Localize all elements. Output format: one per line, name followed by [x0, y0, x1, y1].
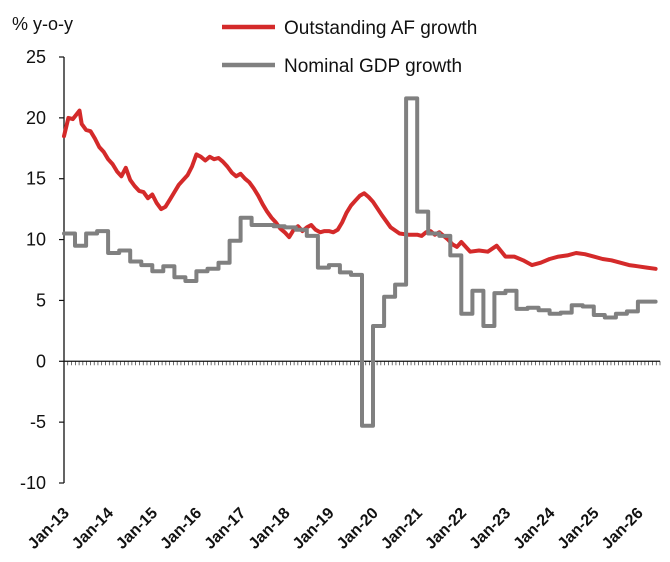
- x-tick-label: Jan-22: [422, 505, 470, 553]
- x-tick-label: Jan-14: [69, 505, 117, 553]
- x-tick-label: Jan-19: [290, 505, 338, 553]
- x-tick-label: Jan-17: [202, 505, 250, 553]
- x-tick-label: Jan-24: [511, 505, 559, 553]
- y-axis-ticks: 25 20 15 10 5 0 -5 -10: [20, 47, 64, 493]
- y-tick-label: 15: [26, 169, 46, 189]
- x-tick-label: Jan-23: [466, 505, 514, 553]
- x-axis-ticks: Jan-13Jan-14Jan-15Jan-16Jan-17Jan-18Jan-…: [25, 361, 661, 553]
- series-line-af-growth: [62, 108, 658, 271]
- x-tick-label: Jan-16: [157, 505, 205, 553]
- y-tick-label: 5: [36, 290, 46, 310]
- y-tick-label: 20: [26, 108, 46, 128]
- y-tick-label: -5: [30, 412, 46, 432]
- y-axis-label: % y-o-y: [12, 14, 73, 34]
- x-tick-label: Jan-18: [246, 505, 294, 553]
- legend: Outstanding AF growth Nominal GDP growth: [222, 18, 477, 77]
- y-tick-label: 0: [36, 351, 46, 371]
- series-lines: [62, 96, 658, 428]
- legend-entry: Nominal GDP growth: [284, 56, 462, 77]
- x-tick-label: Jan-25: [555, 505, 603, 553]
- x-tick-label: Jan-26: [599, 505, 647, 553]
- x-tick-label: Jan-15: [113, 505, 161, 553]
- y-tick-label: -10: [20, 473, 46, 493]
- x-tick-label: Jan-21: [378, 505, 426, 553]
- x-tick-label: Jan-13: [25, 505, 73, 553]
- y-tick-label: 10: [26, 230, 46, 250]
- x-tick-label: Jan-20: [334, 505, 382, 553]
- series-line-gdp-growth: [62, 96, 658, 428]
- legend-entry: Outstanding AF growth: [284, 18, 477, 39]
- y-tick-label: 25: [26, 47, 46, 67]
